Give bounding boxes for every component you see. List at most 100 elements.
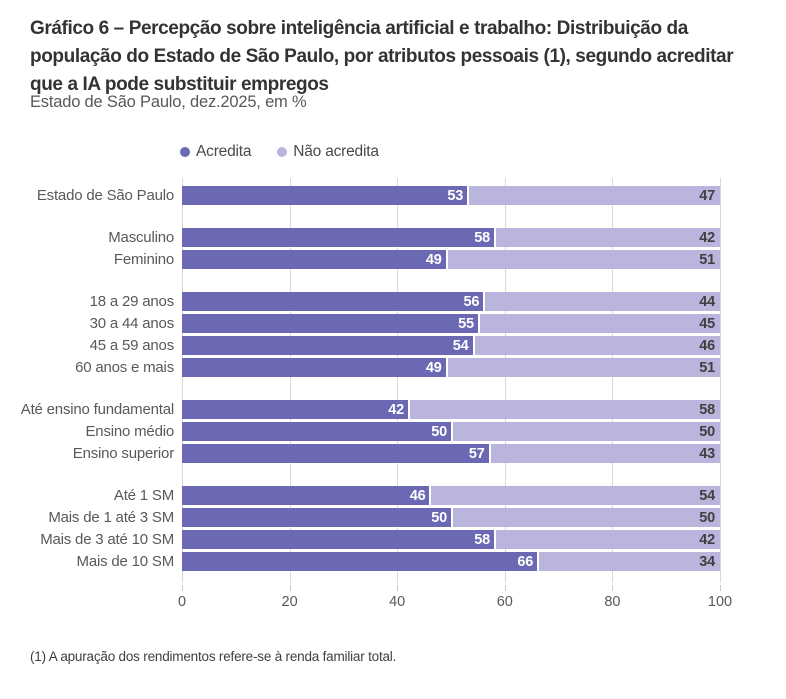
value-label-nao-acredita: 50: [699, 509, 715, 526]
bar-segment-acredita: 57: [182, 444, 489, 463]
bar-segment-nao-acredita: 51: [445, 358, 720, 377]
axis-tick-label: 80: [604, 594, 621, 610]
bar-segment-nao-acredita: 45: [477, 314, 720, 333]
bar-segment-nao-acredita: 46: [472, 336, 720, 355]
axis-tick: [289, 585, 291, 591]
axis-tick: [720, 585, 721, 591]
bar-row: Masculino 58 42: [0, 228, 720, 247]
axis-tick: [397, 585, 399, 591]
value-label-acredita: 56: [463, 293, 480, 310]
value-label-nao-acredita: 46: [699, 337, 715, 354]
value-label-acredita: 58: [474, 531, 491, 548]
value-label-nao-acredita: 42: [699, 229, 715, 246]
bar-segment-nao-acredita: 47: [467, 186, 720, 205]
bar-row: 45 a 59 anos 54 46: [0, 336, 720, 355]
category-label: Ensino médio: [85, 423, 175, 440]
bar-row: Mais de 10 SM 66 34: [0, 552, 720, 571]
footnote: (1) A apuração dos rendimentos refere-se…: [30, 649, 397, 664]
bar-row: Feminino 49 51: [0, 250, 720, 269]
bar-segment-acredita: 46: [182, 486, 430, 505]
bar-row: Ensino superior 57 43: [0, 444, 720, 463]
bar-track: 58 42: [182, 530, 720, 549]
axis-tick-label: 0: [177, 594, 187, 610]
chart-rows: Estado de São Paulo 53 47 Masculino 58 42 Femi…: [0, 186, 720, 574]
category-label: 45 a 59 anos: [89, 337, 175, 354]
value-label-acredita: 57: [468, 445, 485, 462]
chart-title: Gráfico 6 – Percepção sobre inteligência…: [30, 18, 734, 95]
value-label-acredita: 49: [425, 251, 442, 268]
value-label-nao-acredita: 51: [699, 359, 715, 376]
value-label-acredita: 49: [425, 359, 442, 376]
bar-segment-nao-acredita: 44: [483, 292, 720, 311]
gridline: [612, 178, 614, 583]
bar-segment-acredita: 50: [182, 508, 451, 527]
bar-segment-nao-acredita: 50: [451, 422, 720, 441]
value-label-acredita: 54: [452, 337, 469, 354]
bar-segment-nao-acredita: 42: [494, 530, 720, 549]
stacked-bar-chart: Estado de São Paulo 53 47 Masculino 58 42 Femi…: [0, 178, 786, 618]
bar-segment-nao-acredita: 42: [494, 228, 720, 247]
category-label: 60 anos e mais: [75, 359, 174, 376]
category-label: Mais de 3 até 10 SM: [40, 531, 174, 548]
bar-track: 58 42: [182, 228, 720, 247]
value-label-nao-acredita: 43: [699, 445, 715, 462]
value-label-nao-acredita: 34: [699, 553, 715, 570]
bar-track: 54 46: [182, 336, 720, 355]
bar-segment-acredita: 55: [182, 314, 478, 333]
category-label: 30 a 44 anos: [89, 315, 175, 332]
bar-segment-acredita: 49: [182, 358, 446, 377]
value-label-acredita: 50: [431, 423, 447, 440]
value-label-acredita: 46: [409, 487, 426, 504]
bar-group-renda: Até 1 SM 46 54 Mais de 1 até 3 SM 50 50 Mais d…: [0, 486, 720, 571]
bar-segment-acredita: 58: [182, 530, 495, 549]
bar-group-escolaridade: Até ensino fundamental 42 58 Ensino médio 50…: [0, 400, 720, 463]
value-label-nao-acredita: 42: [699, 531, 715, 548]
bar-row: Até 1 SM 46 54: [0, 486, 720, 505]
bar-row: 30 a 44 anos 55 45: [0, 314, 720, 333]
bar-group-idade: 18 a 29 anos 56 44 30 a 44 anos 55 45 45 a 59 …: [0, 292, 720, 377]
axis-tick-label: 100: [707, 594, 733, 610]
legend-item-acredita: Acredita: [180, 143, 251, 161]
value-label-nao-acredita: 44: [699, 293, 715, 310]
bar-row: Estado de São Paulo 53 47: [0, 186, 720, 205]
bar-row: Ensino médio 50 50: [0, 422, 720, 441]
bar-segment-nao-acredita: 43: [488, 444, 720, 463]
bar-group-sexo: Masculino 58 42 Feminino 49 51: [0, 228, 720, 269]
value-label-acredita: 58: [474, 229, 491, 246]
bar-group-total: Estado de São Paulo 53 47: [0, 186, 720, 205]
axis-tick: [504, 585, 506, 591]
bar-segment-nao-acredita: 34: [537, 552, 720, 571]
bar-track: 57 43: [182, 444, 720, 463]
bar-track: 49 51: [182, 358, 720, 377]
legend-dot-acredita-icon: [180, 147, 190, 157]
bar-segment-acredita: 49: [182, 250, 446, 269]
bar-row: 18 a 29 anos 56 44: [0, 292, 720, 311]
x-axis: 0 20 40 60 80 100: [178, 585, 732, 615]
category-label: Até 1 SM: [113, 487, 174, 504]
plot-gridlines: [182, 178, 721, 583]
bar-row: 60 anos e mais 49 51: [0, 358, 720, 377]
bar-track: 55 45: [182, 314, 720, 333]
value-label-acredita: 53: [447, 187, 464, 204]
legend-item-nao-acredita: Não acredita: [277, 143, 379, 161]
gridline: [504, 178, 506, 583]
bar-row: Mais de 3 até 10 SM 58 42: [0, 530, 720, 549]
axis-tick-label: 20: [281, 594, 298, 610]
category-label: Feminino: [113, 251, 174, 268]
bar-row: Mais de 1 até 3 SM 50 50: [0, 508, 720, 527]
value-label-acredita: 55: [458, 315, 474, 332]
value-label-nao-acredita: 47: [699, 187, 715, 204]
chart-subtitle: Estado de São Paulo, dez.2025, em %: [30, 93, 307, 111]
value-label-nao-acredita: 45: [699, 315, 715, 332]
value-label-acredita: 50: [431, 509, 447, 526]
bar-segment-nao-acredita: 51: [445, 250, 720, 269]
category-label: Até ensino fundamental: [20, 401, 174, 418]
bar-segment-acredita: 66: [182, 552, 538, 571]
value-label-nao-acredita: 58: [699, 401, 715, 418]
legend-label-acredita: Acredita: [196, 143, 252, 160]
category-label: Estado de São Paulo: [36, 187, 174, 204]
gridline: [720, 178, 721, 583]
bar-track: 46 54: [182, 486, 720, 505]
bar-track: 50 50: [182, 508, 720, 527]
